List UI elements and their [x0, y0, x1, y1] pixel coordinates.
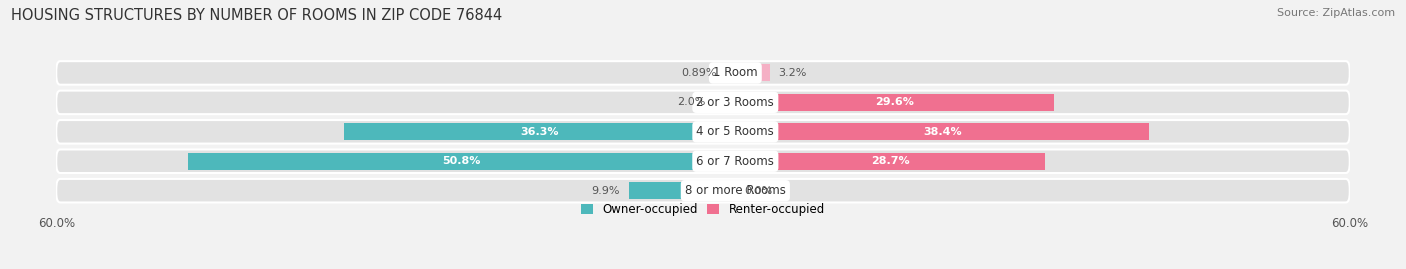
- Bar: [735, 153, 1045, 170]
- Text: 0.0%: 0.0%: [744, 186, 772, 196]
- Bar: [188, 153, 735, 170]
- FancyBboxPatch shape: [56, 120, 1350, 144]
- Text: 28.7%: 28.7%: [870, 156, 910, 166]
- Text: 2.0%: 2.0%: [676, 97, 706, 107]
- Text: 29.6%: 29.6%: [876, 97, 914, 107]
- Text: 6 or 7 Rooms: 6 or 7 Rooms: [696, 155, 775, 168]
- Bar: [714, 94, 735, 111]
- Text: 3.2%: 3.2%: [779, 68, 807, 78]
- FancyBboxPatch shape: [56, 61, 1350, 85]
- Text: 9.9%: 9.9%: [592, 186, 620, 196]
- Text: HOUSING STRUCTURES BY NUMBER OF ROOMS IN ZIP CODE 76844: HOUSING STRUCTURES BY NUMBER OF ROOMS IN…: [11, 8, 502, 23]
- Bar: [735, 64, 770, 82]
- FancyBboxPatch shape: [56, 91, 1350, 114]
- Bar: [735, 123, 1149, 140]
- FancyBboxPatch shape: [56, 179, 1350, 203]
- Bar: [725, 64, 735, 82]
- Text: 1 Room: 1 Room: [713, 66, 758, 79]
- FancyBboxPatch shape: [56, 150, 1350, 173]
- Text: 4 or 5 Rooms: 4 or 5 Rooms: [696, 125, 775, 138]
- Text: 2 or 3 Rooms: 2 or 3 Rooms: [696, 96, 775, 109]
- Bar: [628, 182, 735, 199]
- Legend: Owner-occupied, Renter-occupied: Owner-occupied, Renter-occupied: [581, 203, 825, 216]
- Text: 50.8%: 50.8%: [443, 156, 481, 166]
- Text: 8 or more Rooms: 8 or more Rooms: [685, 184, 786, 197]
- Text: 38.4%: 38.4%: [922, 127, 962, 137]
- Text: 0.89%: 0.89%: [682, 68, 717, 78]
- Text: 36.3%: 36.3%: [520, 127, 560, 137]
- Bar: [344, 123, 735, 140]
- Text: Source: ZipAtlas.com: Source: ZipAtlas.com: [1277, 8, 1395, 18]
- Bar: [735, 94, 1054, 111]
